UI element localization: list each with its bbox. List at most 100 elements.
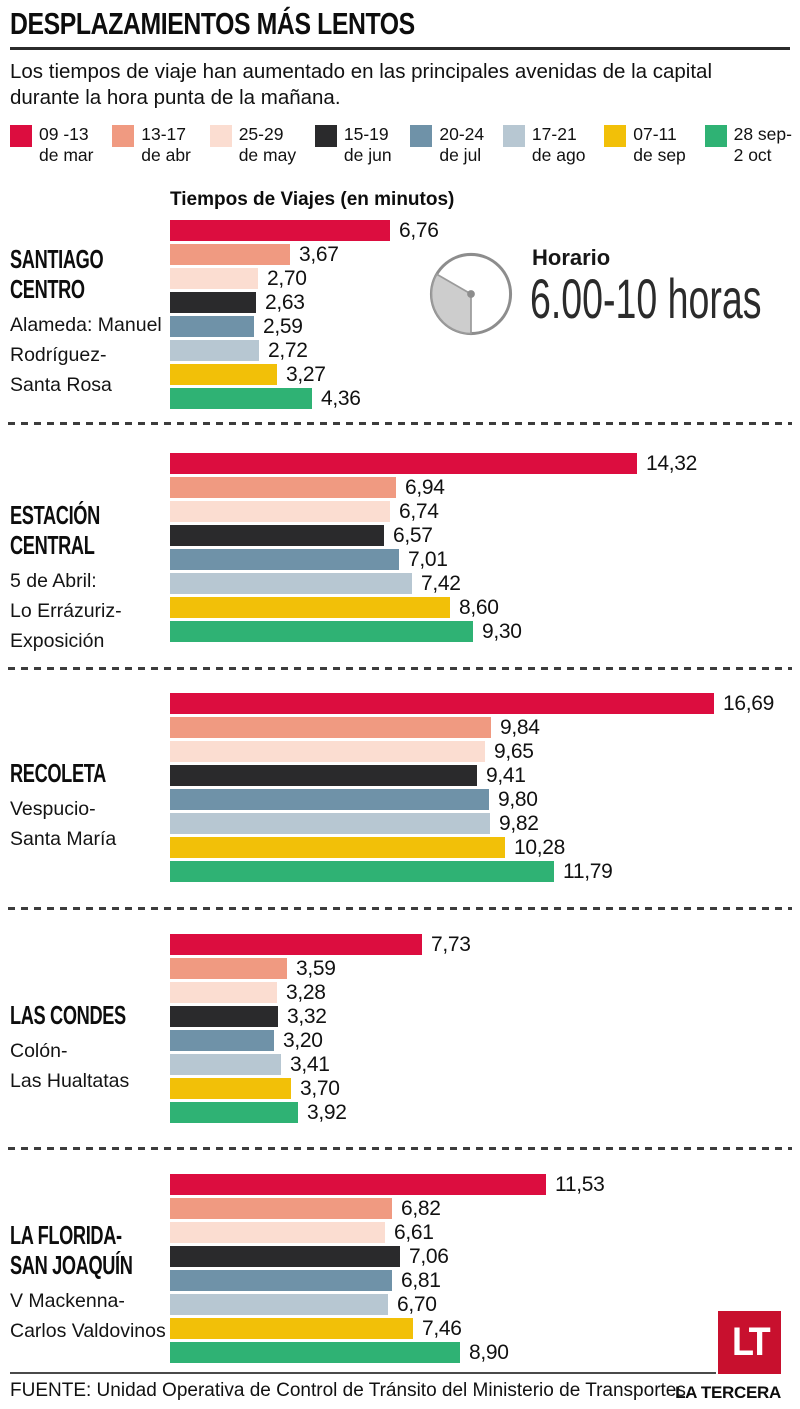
bar (170, 717, 491, 738)
bar (170, 501, 390, 522)
la-tercera-logo: LT (718, 1311, 781, 1374)
bar-value-label: 3,59 (296, 957, 336, 980)
bar (170, 1006, 278, 1027)
section-route: Colón- Las Hualtatas (10, 1040, 130, 1092)
footer-rule (10, 1372, 716, 1374)
bar-value-label: 6,74 (399, 500, 439, 523)
bar-value-label: 7,73 (431, 933, 471, 956)
bar-value-label: 6,94 (405, 476, 445, 499)
legend-label: 15-19 de jun (343, 124, 392, 165)
legend-label: 17-21 de ago (531, 124, 586, 165)
bar (170, 1270, 392, 1291)
legend-label: 13-17 de abr (141, 124, 191, 165)
legend-item: 17-21 de ago (502, 124, 586, 166)
bar (170, 340, 259, 361)
bar (170, 982, 277, 1003)
title-rule (10, 47, 790, 50)
la-tercera-logo-letters: LT (731, 1320, 771, 1364)
bar (170, 573, 412, 594)
clock-icon (429, 252, 513, 336)
legend-item: 09 -13 de mar (10, 124, 93, 166)
bar-value-label: 9,65 (494, 740, 534, 763)
bar (170, 364, 277, 385)
section-separator (8, 1147, 792, 1150)
bar (170, 388, 312, 409)
bar (170, 765, 477, 786)
bar-value-label: 11,53 (555, 1173, 605, 1196)
bar (170, 292, 256, 313)
bar (170, 1030, 274, 1051)
bar-value-label: 7,01 (408, 548, 448, 571)
bar (170, 741, 485, 762)
bar-value-label: 2,70 (267, 267, 307, 290)
bar (170, 268, 258, 289)
bar (170, 1198, 392, 1219)
legend-swatch (314, 125, 337, 147)
bar-value-label: 4,36 (321, 387, 361, 410)
subtitle: Los tiempos de viaje han aumentado en la… (10, 60, 713, 109)
legend-swatch (209, 125, 232, 147)
bar-value-label: 2,63 (265, 291, 305, 314)
bar-value-label: 9,30 (482, 620, 522, 643)
section-label: LA FLORIDA- SAN JOAQUÍN V Mackenna- Carlo… (10, 1220, 172, 1346)
axis-title: Tiempos de Viajes (en minutos) (170, 189, 455, 210)
section-title: SANTIAGO CENTRO (10, 244, 104, 304)
bar (170, 934, 422, 955)
bar-value-label: 8,90 (469, 1341, 509, 1364)
legend-label: 25-29 de may (238, 124, 297, 165)
section-separator (8, 667, 792, 670)
bar-value-label: 3,92 (307, 1101, 347, 1124)
source-text: FUENTE: Unidad Operativa de Control de T… (10, 1380, 692, 1401)
bar-value-label: 6,81 (401, 1269, 441, 1292)
legend-label: 20-24 de jul (439, 124, 485, 165)
bar (170, 1294, 388, 1315)
bar (170, 1246, 400, 1267)
section-separator (8, 422, 792, 425)
legend-swatch (704, 125, 727, 147)
bar (170, 477, 396, 498)
section-title: LA FLORIDA- SAN JOAQUÍN (10, 1220, 133, 1280)
bar (170, 837, 505, 858)
bar (170, 597, 450, 618)
bar-value-label: 3,32 (287, 1005, 327, 1028)
bar-value-label: 8,60 (459, 596, 499, 619)
legend-label: 28 sep- 2 oct (733, 124, 792, 165)
bar-value-label: 6,70 (397, 1293, 437, 1316)
legend-swatch (502, 125, 525, 147)
section-label: LAS CONDES Colón- Las Hualtatas (10, 1000, 172, 1096)
bar (170, 621, 473, 642)
bar-value-label: 7,46 (422, 1317, 462, 1340)
bar (170, 549, 399, 570)
bar-value-label: 6,76 (399, 219, 439, 242)
bar-value-label: 7,06 (409, 1245, 449, 1268)
section-label: SANTIAGO CENTRO Alameda: Manuel Rodríguez… (10, 244, 172, 400)
bar-value-label: 6,82 (401, 1197, 441, 1220)
bar (170, 693, 714, 714)
section-route: V Mackenna- Carlos Valdovinos (10, 1290, 166, 1342)
section-route: 5 de Abril: Lo Errázuriz- Exposición (10, 570, 122, 652)
bar-value-label: 3,28 (286, 981, 326, 1004)
legend-swatch (410, 125, 433, 147)
legend-swatch (112, 125, 135, 147)
bar-value-label: 6,57 (393, 524, 433, 547)
bar (170, 861, 554, 882)
bar (170, 813, 490, 834)
section-title: RECOLETA (10, 758, 106, 788)
bar (170, 453, 637, 474)
bar-value-label: 2,72 (268, 339, 308, 362)
bar (170, 244, 290, 265)
bar-value-label: 11,79 (563, 860, 613, 883)
section-title: LAS CONDES (10, 1000, 126, 1030)
bar-value-label: 3,20 (283, 1029, 323, 1052)
section-label: ESTACIÓN CENTRAL 5 de Abril: Lo Errázuriz… (10, 500, 172, 656)
bar-value-label: 16,69 (723, 692, 775, 715)
bar (170, 1054, 281, 1075)
legend-item: 28 sep- 2 oct (704, 124, 792, 166)
bar-value-label: 9,84 (500, 716, 540, 739)
legend-label: 07-11 de sep (633, 124, 686, 165)
bar-value-label: 3,27 (286, 363, 326, 386)
bar (170, 1318, 413, 1339)
legend-swatch (10, 125, 32, 147)
bar (170, 525, 384, 546)
bar (170, 958, 287, 979)
